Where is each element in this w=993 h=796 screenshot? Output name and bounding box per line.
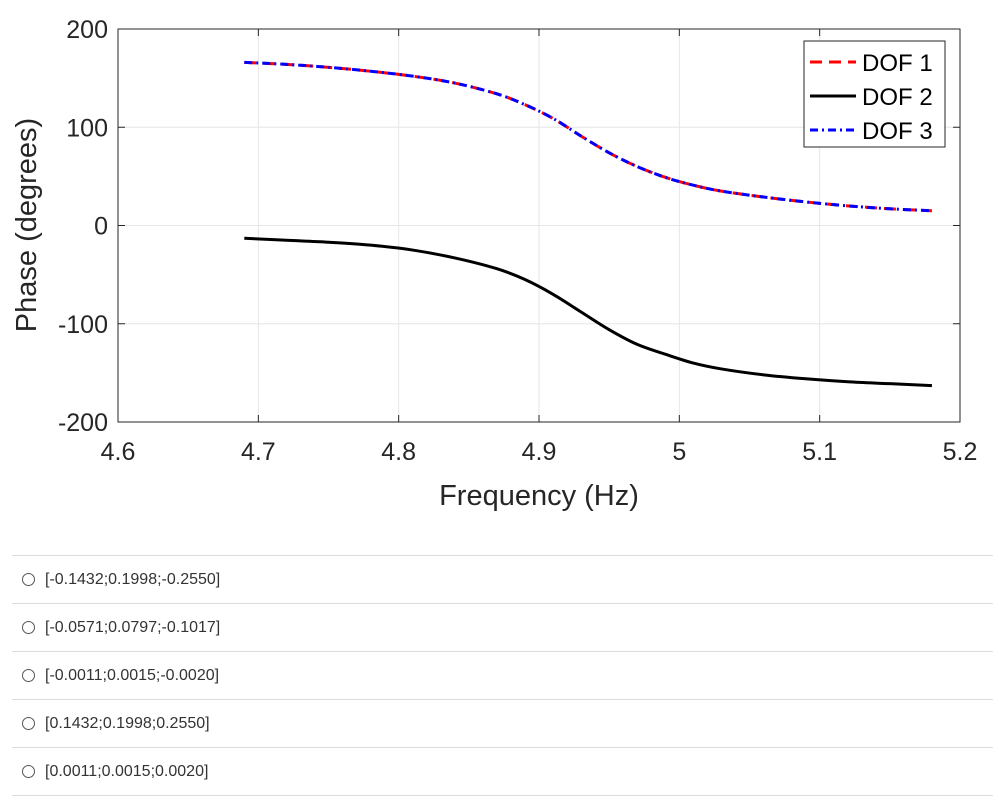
- x-tick-label: 4.9: [522, 438, 557, 466]
- legend: DOF 1 DOF 2 DOF 3: [803, 40, 946, 148]
- x-axis-ticks: 4.6 4.7 4.8 4.9 5 5.1 5.2: [101, 29, 978, 466]
- option-label: [-0.0571;0.0797;-0.1017]: [45, 618, 221, 636]
- x-tick-label: 4.7: [241, 438, 276, 466]
- legend-box: [803, 40, 946, 148]
- answer-option-1[interactable]: [-0.1432;0.1998;-0.2550]: [12, 555, 993, 603]
- answer-option-5[interactable]: [0.0011;0.0015;0.0020]: [12, 747, 993, 796]
- y-tick-label: -200: [58, 409, 108, 437]
- y-tick-label: 100: [66, 114, 108, 142]
- option-label: [0.0011;0.0015;0.0020]: [45, 762, 209, 780]
- radio-button[interactable]: [22, 765, 35, 778]
- series-layer: [244, 60, 933, 388]
- radio-button[interactable]: [22, 717, 35, 730]
- option-label: [-0.1432;0.1998;-0.2550]: [45, 570, 221, 588]
- x-tick-label: 4.8: [381, 438, 416, 466]
- legend-label-dof3: DOF 3: [862, 118, 933, 145]
- option-label: [0.1432;0.1998;0.2550]: [45, 714, 210, 732]
- legend-label-dof2: DOF 2: [862, 84, 933, 111]
- y-axis-ticks: -200 -100 0 100 200: [58, 16, 960, 437]
- x-tick-label: 5: [672, 438, 686, 466]
- x-axis-label: Frequency (Hz): [439, 480, 639, 512]
- radio-button[interactable]: [22, 669, 35, 682]
- y-axis-label: Phase (degrees): [11, 118, 43, 332]
- option-label: [-0.0011;0.0015;-0.0020]: [45, 666, 220, 684]
- series-line-dof3: [244, 60, 933, 213]
- answer-option-4[interactable]: [0.1432;0.1998;0.2550]: [12, 699, 993, 747]
- phase-chart-svg: 4.6 4.7 4.8 4.9 5 5.1 5.2 -200 -100 0 100 200 Freq…: [11, 16, 978, 512]
- answer-option-3[interactable]: [-0.0011;0.0015;-0.0020]: [12, 651, 993, 699]
- phase-chart: 4.6 4.7 4.8 4.9 5 5.1 5.2 -200 -100 0 100 200 Freq…: [11, 16, 978, 512]
- radio-button[interactable]: [22, 621, 35, 634]
- x-tick-label: 4.6: [101, 438, 136, 466]
- y-tick-label: 200: [66, 16, 108, 44]
- answer-option-2[interactable]: [-0.0571;0.0797;-0.1017]: [12, 603, 993, 651]
- x-tick-label: 5.1: [802, 438, 837, 466]
- y-tick-label: -100: [58, 311, 108, 339]
- x-tick-label: 5.2: [943, 438, 978, 466]
- y-tick-label: 0: [94, 213, 108, 241]
- series-line-dof2: [244, 236, 933, 388]
- answer-options: [-0.1432;0.1998;-0.2550] [-0.0571;0.0797…: [12, 555, 993, 796]
- legend-label-dof1: DOF 1: [862, 50, 933, 77]
- radio-button[interactable]: [22, 573, 35, 586]
